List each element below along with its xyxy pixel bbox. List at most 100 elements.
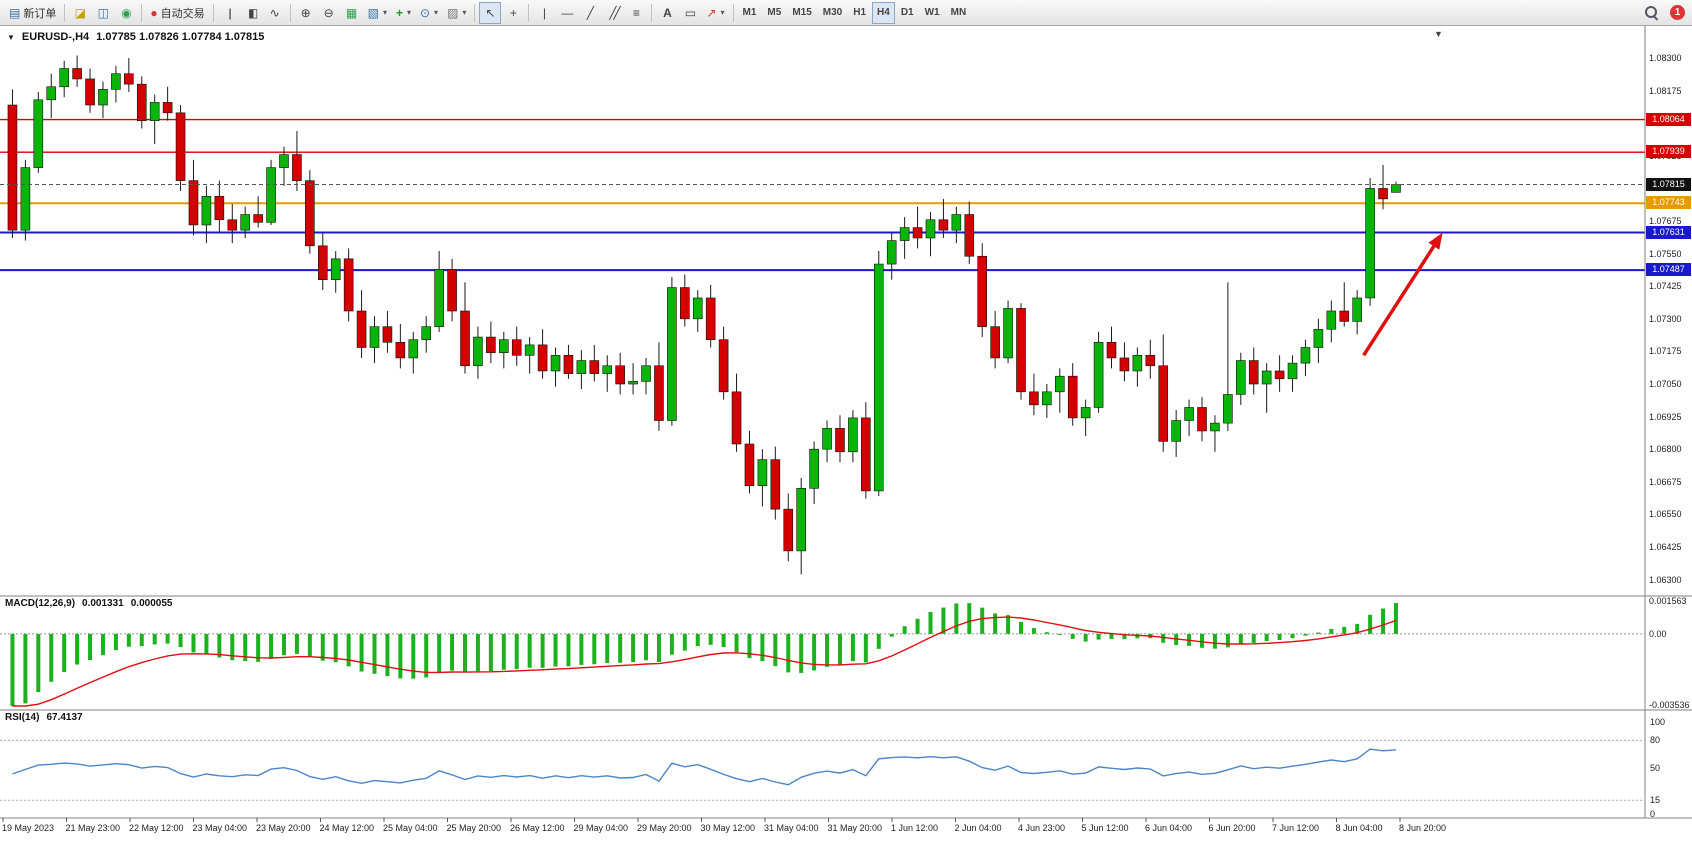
candlestick-chart-button[interactable]: ▮▯: [241, 2, 263, 24]
cursor-tool-button[interactable]: ↖: [479, 1, 502, 24]
candle-body: [977, 255, 988, 327]
rsi-value: 67.4137: [46, 712, 83, 723]
candle-body: [1016, 308, 1026, 393]
time-axis-label: 4 Jun 23:00: [1018, 823, 1066, 833]
time-axis-label: 23 May 04:00: [192, 823, 248, 833]
notifications-badge[interactable]: 1: [1670, 5, 1685, 20]
autotrading-button[interactable]: ● 自动交易: [146, 2, 208, 24]
new-chart-button[interactable]: ▧ ▾: [364, 2, 391, 24]
candle-body: [744, 443, 755, 487]
text-tool-button[interactable]: A: [656, 2, 678, 24]
macd-histogram-bar: [463, 633, 468, 673]
macd-histogram-bar: [1057, 633, 1062, 635]
zoom-in-button[interactable]: ⊕: [295, 2, 317, 24]
timeframe-d1-button[interactable]: D1: [896, 2, 919, 24]
time-axis-label: 29 May 20:00: [637, 823, 692, 833]
candle-body: [718, 339, 729, 393]
candle-body: [1093, 341, 1104, 408]
macd-histogram-bar: [747, 633, 752, 659]
vertical-line-tool-button[interactable]: |: [533, 2, 555, 24]
new-chart-icon: ▧: [367, 5, 379, 20]
candle-body: [641, 365, 651, 382]
chart-shift-marker[interactable]: ▼: [1434, 29, 1443, 39]
candlestick-chart-icon: ▮▯: [247, 5, 258, 20]
macd-histogram-bar: [385, 633, 390, 677]
macd-histogram-bar: [100, 633, 105, 656]
candle-body: [175, 112, 186, 181]
text-icon: A: [663, 5, 672, 20]
time-axis-label: 8 Jun 20:00: [1399, 823, 1447, 833]
candle-body: [227, 219, 238, 231]
candle-body: [1287, 362, 1298, 380]
price-tick-label: 1.07675: [1649, 216, 1682, 227]
charts-profile-button[interactable]: ◪: [69, 2, 91, 24]
arrow-annotation-shaft[interactable]: [1362, 245, 1436, 357]
candle-body: [1054, 375, 1065, 393]
trendline-tool-button[interactable]: ╱: [579, 2, 601, 24]
timeframe-h4-button[interactable]: H4: [872, 1, 895, 24]
toolbar-separator: [64, 3, 66, 22]
horizontal-line-icon: —: [561, 5, 574, 20]
crosshair-tool-button[interactable]: +: [502, 2, 524, 24]
timeframe-w1-button[interactable]: W1: [920, 2, 945, 24]
arrow-annotation-head[interactable]: [1428, 232, 1443, 250]
macd-histogram-bar: [217, 633, 222, 658]
macd-histogram-bar: [695, 633, 700, 647]
timeframe-h1-button[interactable]: H1: [848, 2, 871, 24]
macd-histogram-bar: [708, 633, 713, 645]
one-click-trading-toggle[interactable]: ▼: [7, 32, 15, 42]
timeframe-m1-button[interactable]: M1: [738, 2, 762, 24]
macd-histogram-bar: [1070, 633, 1075, 639]
macd-histogram-bar: [1342, 626, 1347, 634]
periods-button[interactable]: ⊙ ▾: [416, 2, 442, 24]
time-axis-label: 6 Jun 20:00: [1208, 823, 1256, 833]
autotrading-label: 自动交易: [160, 7, 205, 20]
zoom-out-button[interactable]: ⊖: [318, 2, 340, 24]
time-axis-label: 24 May 12:00: [319, 823, 375, 833]
dropdown-arrow-icon: ▾: [406, 8, 411, 17]
bars-chart-button[interactable]: |||: [218, 2, 240, 24]
macd-histogram-bar: [372, 633, 377, 674]
navigator-button[interactable]: ◉: [115, 2, 137, 24]
market-watch-button[interactable]: ◫: [92, 2, 114, 24]
candle-body: [1326, 310, 1337, 330]
channel-tool-button[interactable]: ╱╱: [602, 2, 624, 24]
candle-body: [576, 360, 587, 374]
fibonacci-icon: ≡: [632, 5, 640, 20]
timeframe-m30-button[interactable]: M30: [818, 2, 847, 24]
macd-histogram-bar: [1212, 633, 1217, 649]
macd-histogram-bar: [1161, 633, 1166, 643]
candle-body: [434, 268, 444, 327]
templates-button[interactable]: ▨ ▾: [443, 2, 470, 24]
tile-windows-button[interactable]: ▦: [341, 2, 363, 24]
macd-histogram-bar: [1277, 633, 1282, 641]
rsi-axis-label: 80: [1650, 735, 1661, 746]
candle-body: [98, 89, 108, 106]
timeframe-m15-button[interactable]: M15: [787, 2, 816, 24]
candle-body: [1274, 370, 1285, 380]
new-order-button[interactable]: ▤ 新订单: [5, 2, 60, 24]
macd-histogram-bar: [1031, 628, 1036, 634]
macd-histogram-bar: [1251, 633, 1256, 643]
candle-body: [731, 391, 742, 445]
toolbar-separator: [212, 3, 214, 22]
horizontal-line-tool-button[interactable]: —: [556, 2, 578, 24]
candle-body: [628, 381, 638, 385]
navigator-icon: ◉: [121, 5, 132, 20]
candle-body: [214, 195, 225, 221]
candle-body: [1300, 347, 1311, 364]
timeframe-m5-button[interactable]: M5: [762, 2, 786, 24]
indicators-button[interactable]: + ▾: [392, 2, 415, 24]
candle-body: [46, 86, 57, 101]
search-button[interactable]: [1640, 2, 1663, 24]
text-label-tool-button[interactable]: ▭: [679, 2, 701, 24]
candle-body: [395, 341, 406, 359]
macd-histogram-bar: [49, 633, 54, 682]
arrows-tool-button[interactable]: ↗ ▾: [702, 2, 728, 24]
macd-histogram-bar: [139, 633, 144, 647]
line-chart-button[interactable]: ∿: [264, 2, 286, 24]
timeframe-mn-button[interactable]: MN: [946, 2, 972, 24]
fibonacci-tool-button[interactable]: ≡: [625, 2, 647, 24]
macd-histogram-bar: [1083, 633, 1088, 642]
